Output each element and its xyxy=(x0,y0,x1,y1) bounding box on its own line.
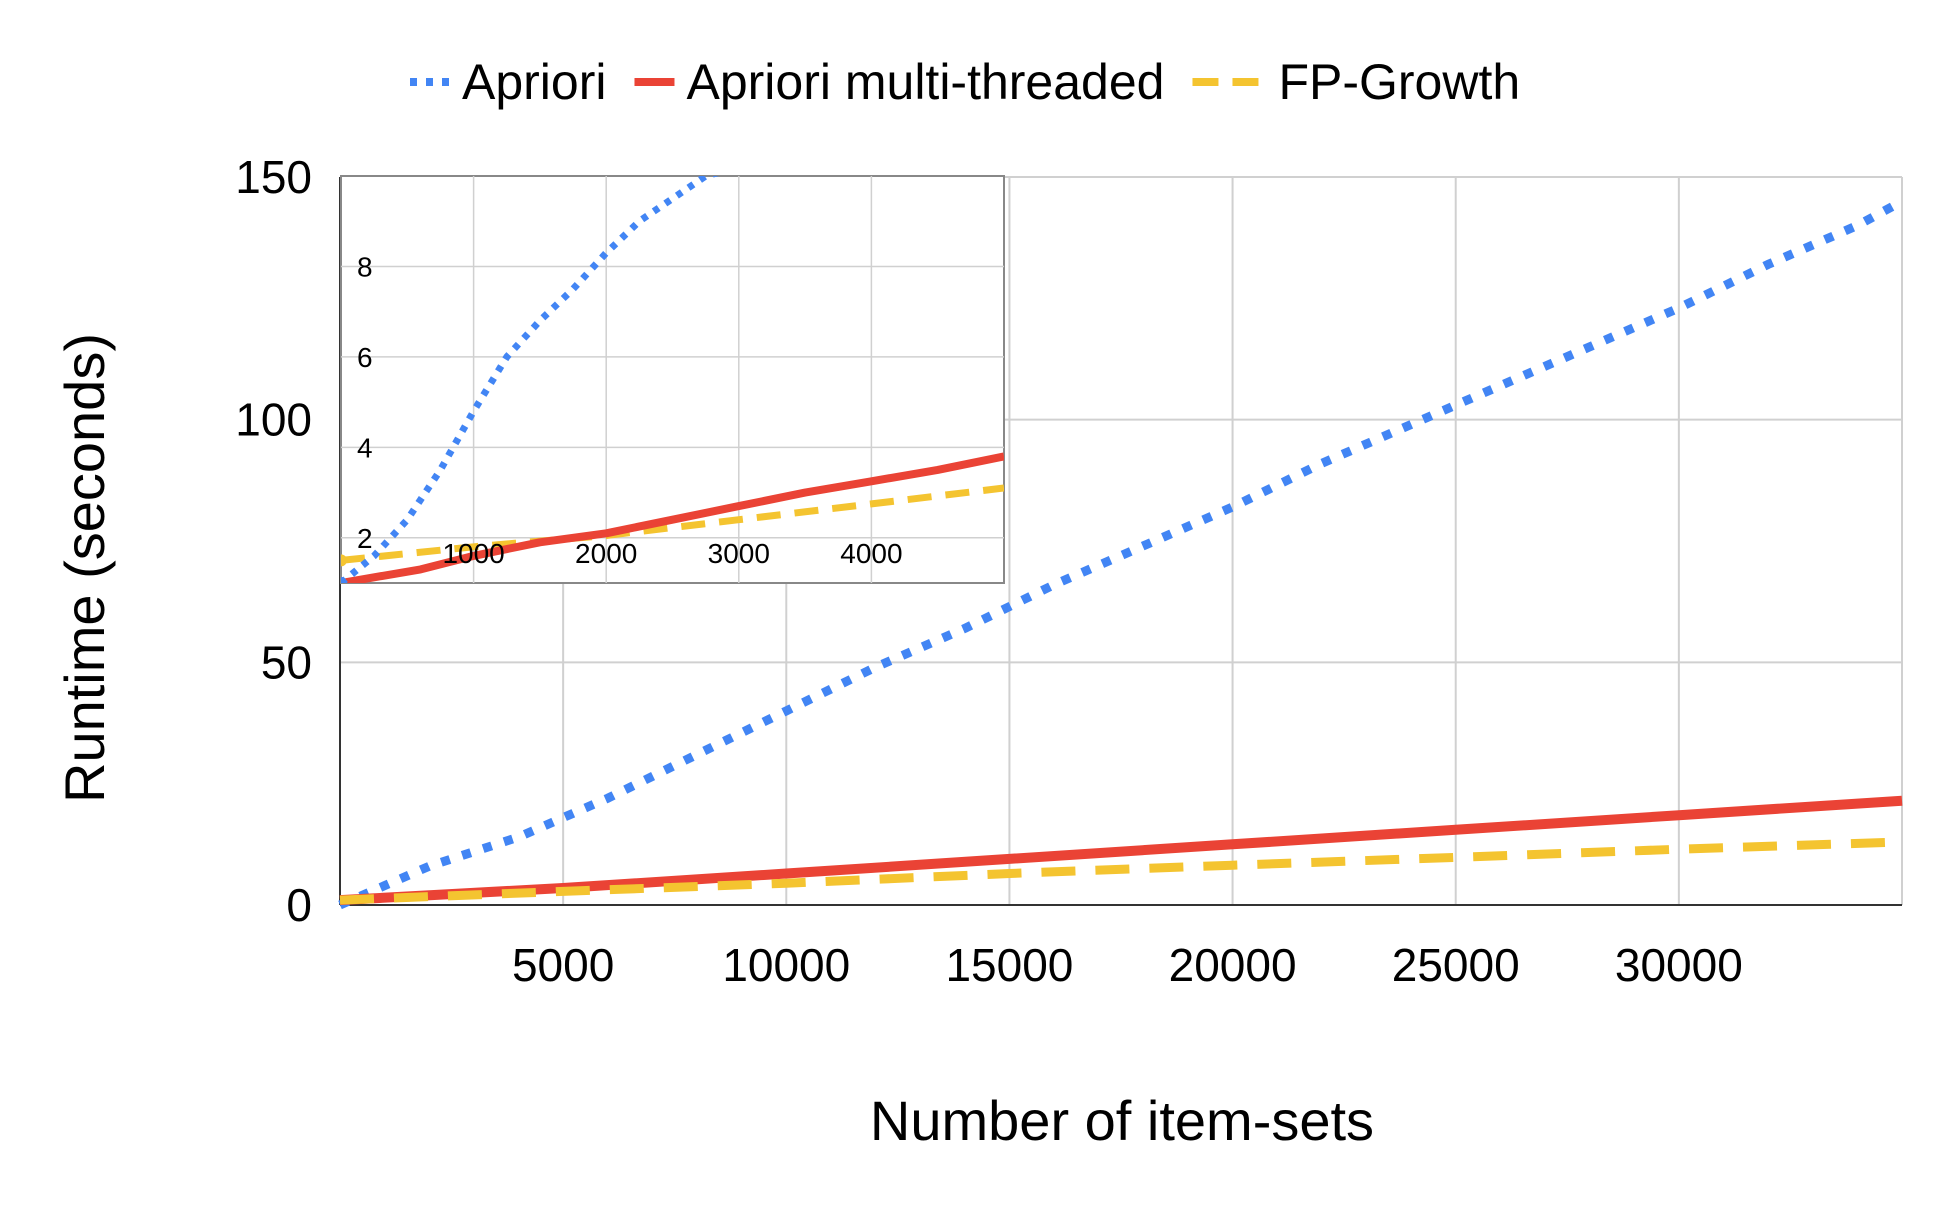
legend-label-apriori: Apriori xyxy=(462,54,606,110)
series-line-fp-growth xyxy=(339,837,1903,905)
series-line-apriori-multi-threaded xyxy=(339,795,1903,906)
main-x-tick-label: 30000 xyxy=(1615,939,1743,991)
main-ticks: 0 50 100 150 5000 10000 15000 20000 25000 30000 xyxy=(235,151,1743,991)
legend-label-apriori-multi-threaded: Apriori multi-threaded xyxy=(686,54,1164,110)
legend-item-apriori-multi-threaded: Apriori multi-threaded xyxy=(634,54,1164,110)
inset-grid xyxy=(341,176,1004,583)
inset-ticks: 2 4 6 8 1000 2000 3000 4000 xyxy=(357,251,903,569)
inset-series-start-point-apriori xyxy=(341,577,347,583)
inset-y-tick-label: 4 xyxy=(357,432,373,463)
main-y-tick-label: 0 xyxy=(286,879,312,931)
inset-series-start-point-fp-growth xyxy=(341,554,347,567)
main-x-tick-label: 20000 xyxy=(1169,939,1297,991)
main-y-tick-label: 50 xyxy=(261,636,312,688)
y-axis-title: Runtime (seconds) xyxy=(53,333,116,803)
inset-chart: 2 4 6 8 1000 2000 3000 4000 xyxy=(340,175,1005,584)
inset-x-tick-label: 2000 xyxy=(575,538,637,569)
main-x-tick-label: 15000 xyxy=(945,939,1073,991)
main-x-tick-label: 5000 xyxy=(512,939,614,991)
main-y-tick-label: 150 xyxy=(235,151,312,203)
legend-label-fp-growth: FP-Growth xyxy=(1278,54,1520,110)
inset-series-line-apriori-multi-threaded xyxy=(341,452,1004,583)
main-y-tick-label: 100 xyxy=(235,394,312,446)
inset-y-tick-label: 2 xyxy=(357,523,373,554)
main-x-tick-label: 25000 xyxy=(1392,939,1520,991)
legend: Apriori Apriori multi-threaded FP-Growth xyxy=(410,54,1520,110)
inset-x-tick-label: 1000 xyxy=(442,538,504,569)
series-line-apriori xyxy=(338,197,1905,910)
inset-series xyxy=(341,176,1004,583)
inset-y-tick-label: 8 xyxy=(357,251,373,282)
inset-x-tick-label: 4000 xyxy=(840,538,902,569)
legend-item-fp-growth: FP-Growth xyxy=(1192,54,1520,110)
inset-y-tick-label: 6 xyxy=(357,342,373,373)
inset-series-line-fp-growth xyxy=(341,484,1004,564)
x-axis-title: Number of item-sets xyxy=(870,1089,1374,1152)
legend-item-apriori: Apriori xyxy=(410,54,606,110)
inset-x-tick-label: 3000 xyxy=(708,538,770,569)
main-x-tick-label: 10000 xyxy=(722,939,850,991)
inset-background xyxy=(340,175,1005,584)
main-series xyxy=(338,197,1905,910)
